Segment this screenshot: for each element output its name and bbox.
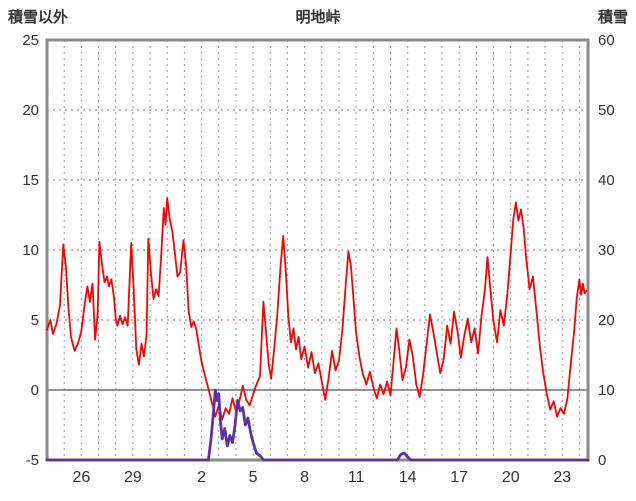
snow-depth-line [45,388,590,462]
left-axis-title: 積雪以外 [8,9,69,26]
right-axis-title: 積雪 [597,9,628,26]
x-axis-tick-label: 20 [502,469,520,486]
right-axis-tick-label: 40 [598,172,615,189]
x-axis-tick-label: 11 [348,469,365,486]
x-axis-tick-label: 14 [399,469,417,486]
left-axis-tick-label: -5 [26,452,39,469]
x-axis-tick-label: 5 [249,469,258,486]
left-axis-tick-label: 15 [22,172,39,189]
left-axis-tick-label: 0 [31,382,39,399]
x-axis-tick-label: 17 [450,469,468,486]
x-axis-tick-label: 23 [553,469,571,486]
right-axis-tick-label: 0 [598,452,606,469]
right-axis-tick-label: 10 [598,382,615,399]
left-axis-tick-label: 25 [22,32,39,49]
left-axis-tick-label: 20 [22,102,39,119]
right-axis-tick-label: 50 [598,102,615,119]
left-axis-tick-label: 10 [22,242,39,259]
x-axis-tick-label: 26 [72,469,90,486]
right-axis-tick-label: 20 [598,312,615,329]
x-axis-tick-label: 8 [300,469,309,486]
chart-title: 明地峠 [295,9,341,26]
right-axis-tick-label: 60 [598,32,615,49]
other-than-snow-line [46,197,588,421]
x-axis-tick-label: 29 [124,469,142,486]
x-axis-tick-label: 2 [197,469,206,486]
left-axis-tick-label: 5 [31,312,39,329]
right-axis-tick-label: 30 [598,242,615,259]
